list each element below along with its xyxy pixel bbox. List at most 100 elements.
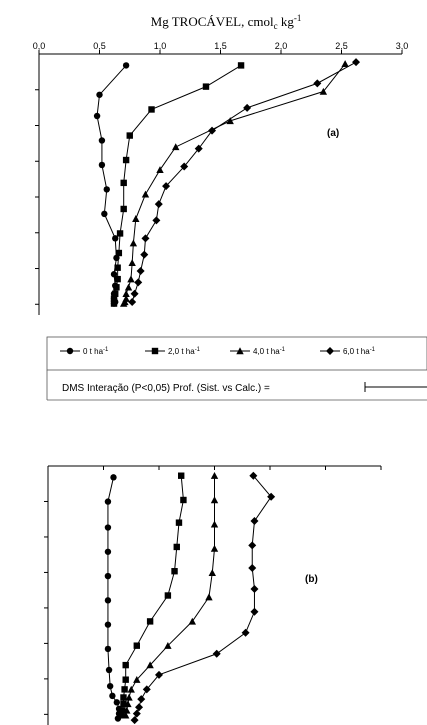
data-point-square-a	[114, 264, 121, 271]
data-point-triangle-a	[129, 239, 138, 247]
data-point-triangle-a	[226, 117, 234, 125]
data-point-diamond-a	[180, 162, 189, 171]
x-tick-label-a: 0,0	[33, 41, 46, 51]
data-point-square-a	[126, 132, 133, 139]
data-point-diamond-a	[130, 289, 139, 298]
data-point-circle-a	[110, 271, 118, 278]
data-point-diamond-a	[128, 297, 137, 306]
data-point-square-b	[121, 686, 128, 693]
legend-label-square: 2,0 t ha-1	[168, 347, 201, 356]
legend-label-diamond: 6,0 t ha-1	[343, 347, 376, 356]
data-point-square-a	[114, 275, 121, 283]
data-point-circle-b	[104, 524, 112, 531]
data-point-square-b	[173, 543, 180, 551]
data-point-diamond-a	[352, 58, 361, 67]
data-point-diamond-b	[250, 585, 259, 594]
data-point-diamond-b	[250, 607, 259, 616]
x-tick-label-a: 3,0	[396, 41, 409, 51]
data-point-diamond-b	[135, 703, 144, 712]
data-point-square-a	[112, 290, 119, 297]
data-point-square-b	[175, 519, 183, 526]
data-point-circle-b	[106, 682, 114, 690]
data-point-diamond-a	[134, 278, 143, 287]
data-point-diamond-b	[248, 563, 257, 572]
data-point-triangle-b	[124, 700, 132, 708]
data-point-square-b	[122, 661, 129, 669]
data-point-diamond-a	[243, 103, 252, 112]
data-point-circle-a	[98, 161, 106, 169]
data-point-square-b	[120, 700, 127, 708]
data-point-diamond-b	[267, 492, 276, 501]
data-point-square-b	[122, 676, 129, 683]
data-point-triangle-b	[123, 706, 131, 714]
data-point-circle-b	[105, 666, 113, 674]
legend-marker-triangle	[236, 347, 244, 355]
chart-panel-a: 0,0 0,5 1,0 1,5 2,0 2,5 3,0 (a)	[33, 41, 409, 315]
data-point-triangle-b	[205, 593, 213, 601]
data-point-circle-b	[104, 645, 112, 653]
data-point-triangle-b	[210, 472, 219, 479]
data-point-square-a	[115, 249, 123, 257]
data-point-diamond-b	[212, 649, 221, 658]
legend-marker-diamond	[326, 347, 334, 355]
data-point-diamond-b	[250, 517, 259, 526]
data-point-diamond-a	[140, 250, 149, 259]
data-point-circle-b	[113, 699, 121, 706]
data-point-triangle-b	[146, 661, 154, 669]
x-tick-label-a: 2,0	[275, 41, 288, 51]
data-point-triangle-b	[210, 544, 219, 552]
data-point-triangle-b	[127, 685, 135, 693]
legend-label-circle: 0 t ha-1	[83, 347, 109, 356]
data-point-triangle-a	[341, 60, 349, 67]
data-point-triangle-b	[188, 617, 196, 625]
data-point-circle-a	[122, 62, 130, 69]
data-point-triangle-a	[172, 143, 180, 151]
data-point-triangle-b	[210, 520, 219, 528]
figure-title: Mg TROCÁVEL, cmolc kg-1	[151, 13, 302, 31]
data-point-triangle-a	[156, 166, 164, 174]
legend: 0 t ha-1 2,0 t ha-1 4,0 t ha-1 6,0 t ha-1 D…	[46, 336, 427, 401]
data-point-square-b	[133, 642, 140, 649]
data-point-triangle-a	[122, 290, 130, 297]
series-line-diamond-b	[134, 475, 272, 721]
data-point-square-a	[202, 83, 210, 90]
data-point-circle-b	[104, 498, 112, 505]
x-tick-label-a: 1,5	[214, 41, 227, 51]
dms-label: DMS Interação (P<0,05) Prof. (Sist. vs C…	[62, 383, 270, 394]
data-point-square-a	[120, 205, 127, 213]
data-point-diamond-a	[154, 200, 163, 209]
x-tick-label-a: 1,0	[154, 41, 167, 51]
data-point-square-a	[120, 179, 127, 187]
data-point-diamond-a	[141, 234, 150, 243]
data-point-diamond-b	[132, 709, 141, 718]
data-point-square-b	[178, 472, 185, 479]
data-point-square-b	[119, 707, 126, 714]
legend-marker-circle	[66, 347, 74, 355]
data-point-triangle-a	[141, 190, 150, 198]
data-point-square-a	[110, 295, 118, 302]
legend-row: 0 t ha-1 2,0 t ha-1 4,0 t ha-1 6,0 t ha-1	[60, 347, 376, 356]
data-point-triangle-a	[319, 87, 328, 95]
data-point-triangle-a	[132, 215, 140, 222]
data-point-diamond-b	[241, 628, 250, 637]
data-point-square-b	[118, 712, 125, 719]
legend-frame	[46, 336, 427, 371]
data-point-square-b	[171, 568, 178, 575]
axes-a: 0,0 0,5 1,0 1,5 2,0 2,5 3,0	[33, 41, 409, 315]
data-point-triangle-b	[122, 711, 130, 719]
data-point-square-b	[164, 592, 172, 599]
data-point-circle-a	[112, 235, 119, 242]
data-point-diamond-a	[152, 216, 161, 225]
series-group-a	[93, 58, 361, 307]
data-point-square-a	[148, 106, 155, 113]
data-point-circle-b	[104, 572, 112, 580]
data-point-diamond-a	[208, 126, 217, 135]
panel-label-a: (a)	[327, 128, 339, 139]
data-point-diamond-b	[248, 541, 257, 550]
axes-b	[44, 465, 382, 725]
series-line-triangle-a	[123, 63, 346, 304]
data-point-square-a	[113, 284, 120, 291]
data-point-diamond-b	[142, 685, 151, 694]
series-line-square-a	[113, 64, 242, 304]
